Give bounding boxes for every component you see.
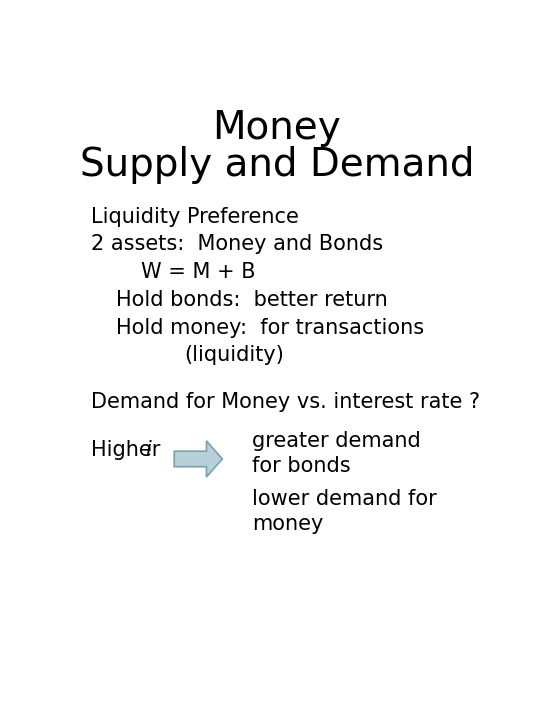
Text: lower demand for: lower demand for	[252, 490, 436, 510]
Text: Money: Money	[212, 109, 341, 147]
Text: for bonds: for bonds	[252, 456, 350, 476]
Text: greater demand: greater demand	[252, 431, 420, 451]
Text: Liquidity Preference: Liquidity Preference	[91, 207, 299, 227]
Text: Higher: Higher	[91, 439, 166, 459]
Text: money: money	[252, 514, 323, 534]
Text: Hold money:  for transactions: Hold money: for transactions	[116, 318, 424, 338]
Text: Supply and Demand: Supply and Demand	[79, 146, 474, 184]
FancyArrow shape	[174, 441, 222, 477]
Text: i: i	[145, 439, 151, 459]
Text: W = M + B: W = M + B	[141, 262, 255, 282]
Text: 2 assets:  Money and Bonds: 2 assets: Money and Bonds	[91, 235, 383, 254]
Text: Demand for Money vs. interest rate ?: Demand for Money vs. interest rate ?	[91, 392, 480, 413]
Text: (liquidity): (liquidity)	[185, 346, 285, 365]
Text: Hold bonds:  better return: Hold bonds: better return	[116, 290, 387, 310]
